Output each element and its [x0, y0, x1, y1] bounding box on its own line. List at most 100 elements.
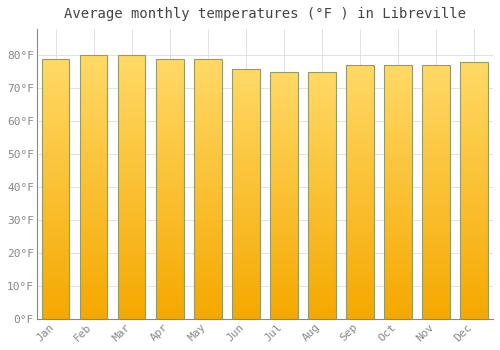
Bar [118, 303, 146, 306]
Bar [384, 253, 411, 255]
Bar [384, 217, 411, 220]
Bar [156, 147, 184, 150]
Bar [384, 309, 411, 311]
Bar [422, 245, 450, 248]
Bar [460, 64, 487, 67]
Bar [422, 88, 450, 91]
Bar [42, 233, 70, 236]
Bar [80, 79, 108, 82]
Bar [384, 162, 411, 164]
Bar [80, 222, 108, 224]
Bar [384, 93, 411, 96]
Bar [232, 171, 260, 174]
Bar [232, 304, 260, 306]
Bar [80, 161, 108, 163]
Bar [308, 250, 336, 252]
Bar [80, 95, 108, 98]
Bar [384, 96, 411, 98]
Bar [384, 266, 411, 268]
Bar [194, 301, 222, 303]
Bar [232, 226, 260, 229]
Bar [422, 286, 450, 288]
Bar [194, 244, 222, 246]
Bar [118, 172, 146, 174]
Bar [232, 216, 260, 219]
Bar [460, 237, 487, 239]
Bar [42, 166, 70, 168]
Bar [308, 270, 336, 272]
Bar [422, 294, 450, 296]
Bar [232, 296, 260, 299]
Bar [194, 176, 222, 178]
Bar [232, 291, 260, 294]
Bar [422, 243, 450, 245]
Bar [42, 199, 70, 202]
Bar [232, 206, 260, 209]
Bar [346, 276, 374, 278]
Bar [346, 291, 374, 294]
Bar [156, 184, 184, 186]
Bar [194, 72, 222, 74]
Bar [460, 85, 487, 88]
Bar [42, 79, 70, 82]
Bar [156, 277, 184, 280]
Bar [346, 304, 374, 306]
Bar [42, 288, 70, 290]
Bar [270, 156, 297, 158]
Bar [80, 306, 108, 308]
Bar [460, 139, 487, 142]
Bar [346, 215, 374, 217]
Bar [422, 172, 450, 174]
Bar [346, 70, 374, 73]
Bar [384, 192, 411, 195]
Bar [346, 121, 374, 124]
Bar [346, 73, 374, 76]
Bar [232, 314, 260, 316]
Bar [270, 314, 297, 316]
Bar [42, 64, 70, 66]
Bar [422, 215, 450, 217]
Bar [80, 155, 108, 158]
Bar [194, 236, 222, 238]
Bar [80, 224, 108, 227]
Bar [118, 158, 146, 161]
Bar [118, 316, 146, 319]
Bar [308, 205, 336, 208]
Bar [42, 61, 70, 64]
Bar [422, 131, 450, 134]
Bar [80, 285, 108, 287]
Bar [270, 74, 297, 77]
Bar [460, 152, 487, 154]
Bar [308, 141, 336, 144]
Bar [118, 98, 146, 100]
Bar [460, 278, 487, 280]
Bar [156, 139, 184, 142]
Bar [232, 286, 260, 289]
Bar [422, 180, 450, 182]
Bar [194, 173, 222, 176]
Bar [42, 173, 70, 176]
Bar [118, 79, 146, 82]
Bar [156, 194, 184, 197]
Bar [232, 269, 260, 271]
Bar [156, 191, 184, 194]
Bar [156, 264, 184, 267]
Bar [118, 245, 146, 248]
Bar [80, 58, 108, 61]
Bar [384, 240, 411, 243]
Bar [308, 97, 336, 99]
Bar [270, 195, 297, 198]
Bar [194, 116, 222, 119]
Bar [308, 267, 336, 270]
Bar [232, 316, 260, 319]
Bar [118, 227, 146, 229]
Bar [460, 93, 487, 96]
Bar [346, 88, 374, 91]
Bar [422, 126, 450, 129]
Bar [308, 178, 336, 181]
Bar [460, 106, 487, 108]
Bar [42, 244, 70, 246]
Bar [232, 229, 260, 231]
Bar [270, 151, 297, 153]
Bar [346, 108, 374, 111]
